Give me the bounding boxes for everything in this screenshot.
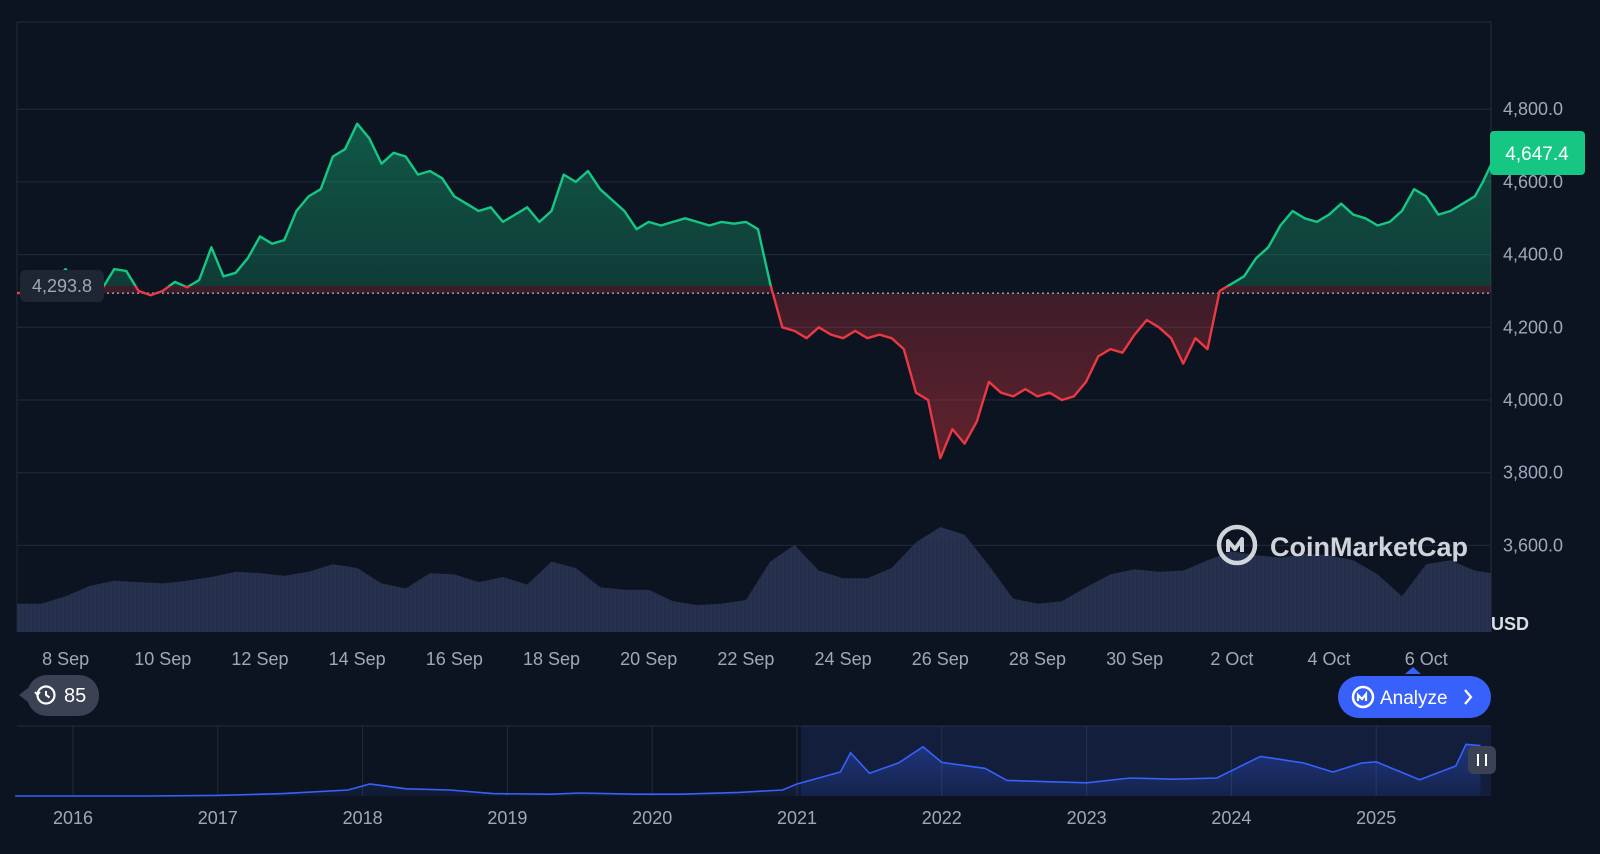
watermark-text: CoinMarketCap <box>1270 532 1468 562</box>
reference-price-tag: 4,293.8 <box>20 270 104 302</box>
volume-area <box>17 527 1491 632</box>
navigator-year-label: 2024 <box>1211 808 1251 828</box>
navigator-x-ticks: 2016 2017 2018 2019 2020 2021 2022 2023 2024 2025 <box>53 808 1396 828</box>
chevron-right-icon <box>1464 689 1473 705</box>
current-price-label: 4,647.4 <box>1505 144 1569 165</box>
navigator-line <box>15 743 1481 797</box>
x-tick-label: 28 Sep <box>1009 649 1066 669</box>
y-tick-label: 4,400.0 <box>1503 245 1563 265</box>
analyze-button[interactable]: Analyze <box>1338 676 1491 718</box>
price-line-up <box>45 122 1491 286</box>
navigator-handle[interactable] <box>1468 746 1496 774</box>
navigator-year-label: 2018 <box>343 808 383 828</box>
y-tick-label: 4,800.0 <box>1503 99 1563 119</box>
price-area <box>17 123 1491 459</box>
x-tick-label: 30 Sep <box>1106 649 1163 669</box>
x-tick-label: 24 Sep <box>815 649 872 669</box>
navigator-year-label: 2020 <box>632 808 672 828</box>
analyze-logo-icon <box>1351 685 1375 709</box>
current-price-tag: 4,647.4 <box>1490 131 1585 175</box>
history-count: 85 <box>64 685 86 707</box>
x-tick-label: 26 Sep <box>912 649 969 669</box>
navigator-year-label: 2021 <box>777 808 817 828</box>
history-icon <box>34 685 56 705</box>
y-tick-label: 4,000.0 <box>1503 390 1563 410</box>
analyze-label: Analyze <box>1380 688 1448 709</box>
x-tick-label: 18 Sep <box>523 649 580 669</box>
price-area-up <box>47 123 1491 286</box>
x-axis-ticks: 8 Sep 10 Sep 12 Sep 14 Sep 16 Sep 18 Sep 20 Se… <box>42 649 1448 669</box>
x-tick-label: 2 Oct <box>1210 649 1253 669</box>
navigator-year-label: 2016 <box>53 808 93 828</box>
x-tick-label: 6 Oct <box>1405 649 1448 669</box>
x-tick-label: 16 Sep <box>426 649 483 669</box>
grid-lines <box>17 108 1491 546</box>
y-tick-label: 4,600.0 <box>1503 172 1563 192</box>
x-tick-label: 22 Sep <box>717 649 774 669</box>
x-tick-label: 12 Sep <box>231 649 288 669</box>
history-count-pill[interactable]: 85 <box>19 675 99 716</box>
navigator-year-label: 2017 <box>198 808 238 828</box>
coinmarketcap-logo-icon <box>1216 524 1258 566</box>
navigator-area <box>15 743 1481 797</box>
price-area-down <box>17 286 1491 459</box>
price-line <box>17 122 1491 460</box>
reference-price-label: 4,293.8 <box>32 276 92 296</box>
y-tick-label: 3,600.0 <box>1503 535 1563 555</box>
y-tick-label: 3,800.0 <box>1503 463 1563 483</box>
y-axis-ticks: 3,600.0 3,800.0 4,000.0 4,200.0 4,400.0 4,600… <box>1503 99 1563 555</box>
y-tick-label: 4,200.0 <box>1503 317 1563 337</box>
currency-label: USD <box>1491 614 1529 634</box>
range-marker <box>1405 667 1421 674</box>
navigator-year-label: 2023 <box>1067 808 1107 828</box>
navigator-year-label: 2025 <box>1356 808 1396 828</box>
x-tick-label: 4 Oct <box>1308 649 1351 669</box>
navigator[interactable]: 2016 2017 2018 2019 2020 2021 2022 2023 2024 2025 <box>15 725 1496 828</box>
navigator-selection[interactable] <box>801 726 1491 796</box>
navigator-year-label: 2019 <box>487 808 527 828</box>
x-tick-label: 10 Sep <box>134 649 191 669</box>
x-tick-label: 14 Sep <box>329 649 386 669</box>
navigator-fill <box>15 744 1481 796</box>
navigator-year-label: 2022 <box>922 808 962 828</box>
x-tick-label: 20 Sep <box>620 649 677 669</box>
volume-bars <box>16 527 1491 632</box>
x-tick-label: 8 Sep <box>42 649 89 669</box>
coinmarketcap-watermark: CoinMarketCap <box>1216 524 1468 566</box>
